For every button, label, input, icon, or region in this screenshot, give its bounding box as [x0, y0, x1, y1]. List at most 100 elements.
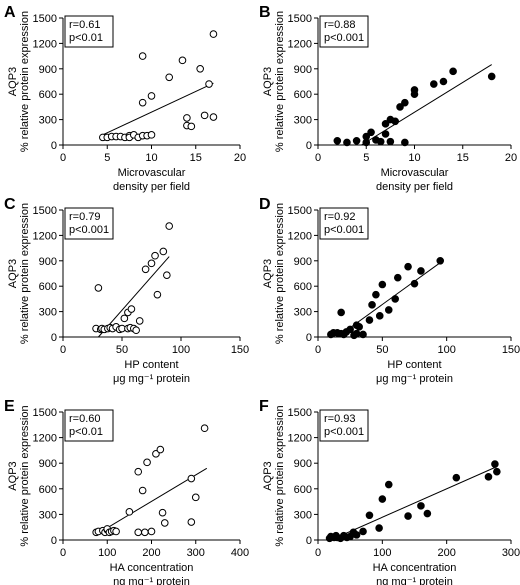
- x-tick-label: 50: [376, 344, 388, 356]
- data-point: [160, 519, 169, 527]
- y-tick-label: 1200: [33, 433, 57, 445]
- data-point: [94, 284, 103, 292]
- x-tick-label: 400: [231, 547, 249, 559]
- panel-label: B: [259, 4, 271, 21]
- data-point: [200, 111, 209, 120]
- data-point: [365, 316, 374, 324]
- y-axis-label: % relative protein expression: [274, 405, 286, 546]
- data-point: [452, 473, 461, 482]
- data-point: [430, 80, 438, 88]
- y-tick-label: 1500: [33, 205, 57, 217]
- data-point: [333, 136, 342, 145]
- stat-text: r=0.61: [69, 19, 101, 31]
- data-point: [147, 259, 156, 268]
- data-point: [352, 329, 361, 338]
- x-tick-label: 100: [172, 344, 190, 356]
- y-axis-label: AQP3: [262, 67, 274, 96]
- panel-label: D: [259, 196, 271, 213]
- x-axis-label: μg mg⁻¹ protein: [376, 373, 453, 385]
- x-axis-label: ng mg⁻¹ protein: [113, 576, 190, 585]
- y-tick-label: 0: [51, 535, 57, 547]
- data-point: [368, 301, 376, 309]
- y-axis-label: AQP3: [262, 259, 274, 288]
- chart-panel-f: F 0 300 600 900 1200 1500 0 100 200 300 HA concentr…: [259, 398, 520, 585]
- y-tick-label: 600: [39, 89, 57, 101]
- y-tick-label: 0: [306, 140, 312, 152]
- data-point: [384, 306, 393, 314]
- stats-box: [319, 207, 369, 240]
- y-axis-label: % relative protein expression: [19, 203, 31, 344]
- data-point: [187, 122, 196, 131]
- x-axis-label: HA concentration: [110, 562, 194, 574]
- y-tick-label: 900: [39, 256, 57, 268]
- data-point: [151, 251, 159, 260]
- y-tick-label: 600: [294, 89, 312, 101]
- data-point: [138, 486, 147, 495]
- x-tick-label: 150: [231, 344, 249, 356]
- data-point: [487, 72, 496, 81]
- data-point: [132, 326, 140, 335]
- x-axis-label: Microvascular: [381, 167, 449, 179]
- stats-box: [319, 15, 369, 48]
- data-point: [386, 137, 395, 146]
- data-point: [153, 290, 162, 299]
- x-axis-label: HP content: [387, 359, 441, 371]
- chart-panel-b: B 0 300 600 900 1200 1500 0 5 10 15 20 Microvascular…: [259, 4, 517, 193]
- y-tick-label: 900: [39, 458, 57, 470]
- data-point: [365, 511, 374, 520]
- data-point: [127, 305, 136, 313]
- data-point: [209, 113, 218, 121]
- x-tick-label: 5: [363, 152, 369, 164]
- stats-box: [319, 409, 369, 442]
- y-axis-label: % relative protein expression: [274, 203, 286, 344]
- data-point: [141, 528, 149, 537]
- chart-panel-c: C 0 300 600 900 1200 1500 0 50 100 150 HP content μg…: [4, 196, 249, 385]
- stat-text: r=0.88: [324, 19, 356, 31]
- stat-text: p<0.001: [324, 224, 364, 236]
- x-tick-label: 200: [142, 547, 160, 559]
- chart-panel-a: A 0 300 600 900 1200 1500 0 5 10 15 20 Microvascular…: [4, 4, 246, 193]
- data-point: [159, 247, 168, 256]
- x-tick-label: 5: [104, 152, 110, 164]
- data-point: [143, 458, 151, 467]
- y-tick-label: 900: [294, 458, 312, 470]
- x-axis-label: ng mg⁻¹ protein: [376, 576, 453, 585]
- y-tick-label: 1500: [33, 13, 57, 25]
- y-axis-label: % relative protein expression: [19, 405, 31, 546]
- x-axis-label: HP content: [124, 359, 178, 371]
- data-point: [410, 279, 419, 288]
- x-tick-label: 300: [502, 547, 520, 559]
- data-point: [152, 450, 160, 458]
- x-axis-label: μg mg⁻¹ protein: [113, 373, 190, 385]
- y-tick-label: 300: [39, 509, 57, 521]
- chart-panel-e: E 0 300 600 900 1200 1500 0 100 200 300 400 HA conce…: [4, 398, 249, 585]
- y-axis-label: % relative protein expression: [19, 11, 31, 152]
- data-point: [381, 120, 390, 128]
- x-tick-label: 15: [457, 152, 469, 164]
- y-tick-label: 900: [39, 64, 57, 76]
- data-point: [391, 295, 400, 303]
- data-point: [384, 480, 393, 489]
- y-tick-label: 300: [39, 115, 57, 127]
- data-point: [125, 508, 134, 516]
- regression-line: [361, 64, 492, 146]
- data-point: [346, 325, 354, 334]
- y-tick-label: 1500: [288, 407, 312, 419]
- data-point: [393, 273, 402, 282]
- x-axis-label: HA concentration: [373, 562, 457, 574]
- data-point: [337, 308, 345, 317]
- data-point: [138, 98, 147, 107]
- panel-label: E: [4, 398, 15, 415]
- data-point: [417, 267, 425, 275]
- data-point: [178, 56, 187, 65]
- y-tick-label: 900: [294, 256, 312, 268]
- y-tick-label: 1200: [288, 230, 312, 242]
- y-tick-label: 300: [294, 307, 312, 319]
- y-tick-label: 600: [294, 281, 312, 293]
- data-point: [165, 222, 173, 230]
- data-point: [449, 67, 457, 76]
- y-tick-label: 300: [294, 115, 312, 127]
- x-tick-label: 15: [190, 152, 202, 164]
- x-tick-label: 100: [373, 547, 391, 559]
- y-tick-label: 0: [306, 535, 312, 547]
